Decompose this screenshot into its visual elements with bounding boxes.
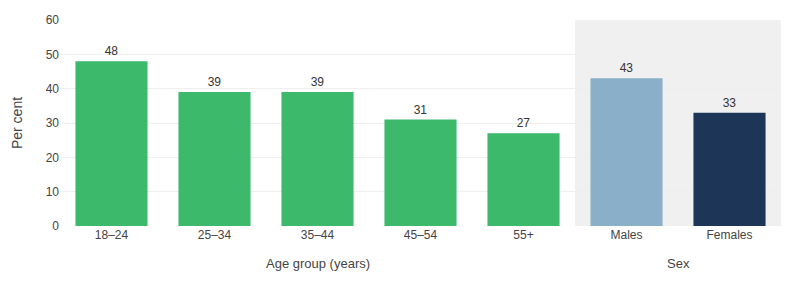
svg-text:Males: Males	[610, 228, 642, 242]
svg-text:60: 60	[46, 13, 60, 27]
svg-text:0: 0	[52, 219, 59, 233]
svg-text:39: 39	[208, 75, 222, 89]
svg-text:35–44: 35–44	[301, 228, 335, 242]
svg-text:Per cent: Per cent	[9, 97, 25, 149]
svg-text:50: 50	[46, 48, 60, 62]
svg-text:20: 20	[46, 151, 60, 165]
svg-text:43: 43	[620, 61, 634, 75]
svg-text:27: 27	[517, 116, 531, 130]
svg-text:25–34: 25–34	[198, 228, 232, 242]
svg-text:18–24: 18–24	[95, 228, 129, 242]
svg-text:Age group (years): Age group (years)	[266, 256, 370, 271]
svg-text:30: 30	[46, 116, 60, 130]
svg-text:Sex: Sex	[667, 256, 690, 271]
svg-text:40: 40	[46, 82, 60, 96]
svg-text:45–54: 45–54	[404, 228, 438, 242]
svg-text:48: 48	[105, 44, 119, 58]
svg-text:33: 33	[723, 96, 737, 110]
svg-text:31: 31	[414, 103, 428, 117]
svg-text:39: 39	[311, 75, 325, 89]
svg-text:10: 10	[46, 185, 60, 199]
svg-text:55+: 55+	[513, 228, 533, 242]
svg-text:Females: Females	[706, 228, 752, 242]
